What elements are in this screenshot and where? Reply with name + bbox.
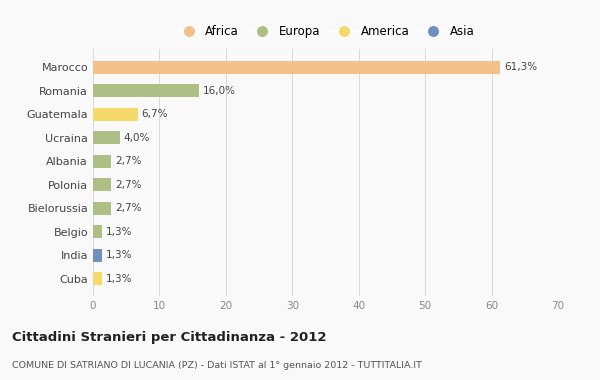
Text: 2,7%: 2,7% [115, 180, 142, 190]
Text: 2,7%: 2,7% [115, 203, 142, 213]
Text: 6,7%: 6,7% [142, 109, 168, 119]
Text: 4,0%: 4,0% [124, 133, 150, 142]
Text: 16,0%: 16,0% [203, 86, 236, 96]
Text: 1,3%: 1,3% [106, 274, 132, 284]
Text: 61,3%: 61,3% [504, 62, 538, 72]
Text: 1,3%: 1,3% [106, 227, 132, 237]
Text: COMUNE DI SATRIANO DI LUCANIA (PZ) - Dati ISTAT al 1° gennaio 2012 - TUTTITALIA.: COMUNE DI SATRIANO DI LUCANIA (PZ) - Dat… [12, 361, 422, 370]
Bar [93, 202, 111, 215]
Bar [93, 272, 101, 285]
Legend: Africa, Europa, America, Asia: Africa, Europa, America, Asia [172, 21, 479, 43]
Text: 2,7%: 2,7% [115, 156, 142, 166]
Text: 1,3%: 1,3% [106, 250, 132, 260]
Bar [93, 225, 101, 238]
Bar [93, 108, 137, 120]
Bar [93, 61, 500, 74]
Bar [93, 178, 111, 191]
Text: Cittadini Stranieri per Cittadinanza - 2012: Cittadini Stranieri per Cittadinanza - 2… [12, 331, 326, 344]
Bar [93, 249, 101, 262]
Bar [93, 155, 111, 168]
Bar [93, 131, 119, 144]
Bar [93, 84, 199, 97]
